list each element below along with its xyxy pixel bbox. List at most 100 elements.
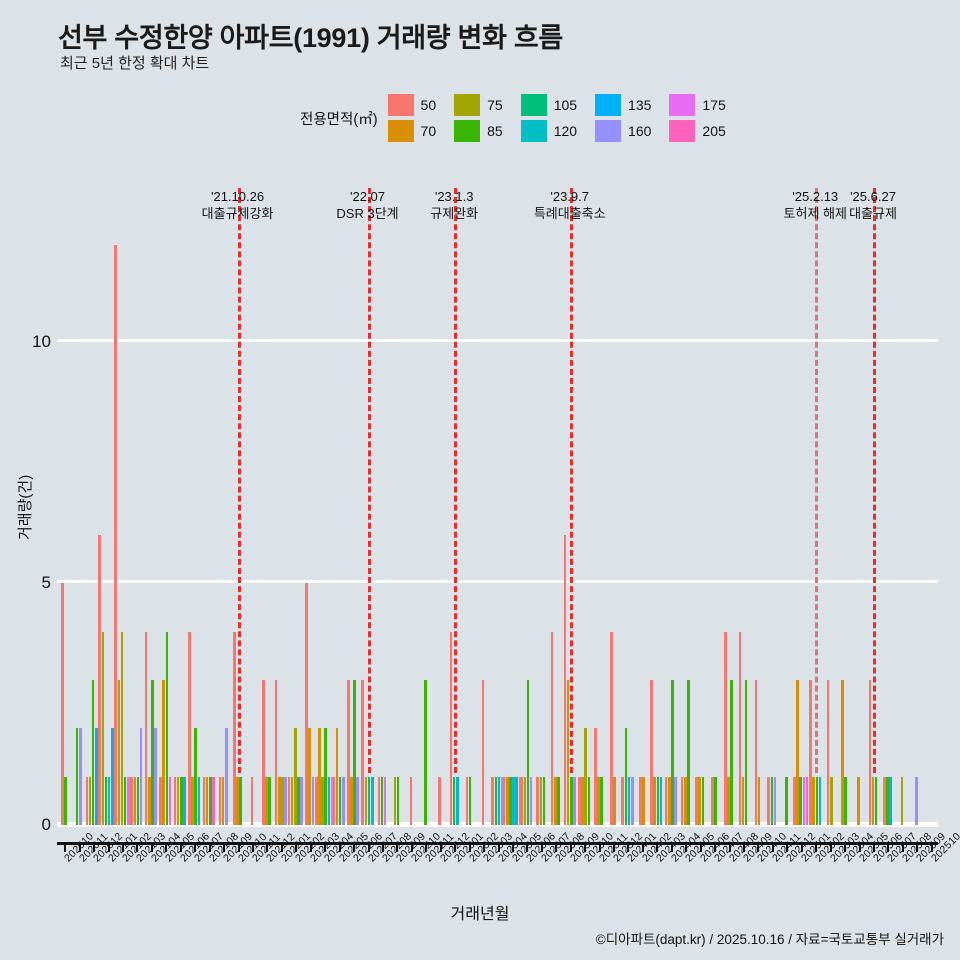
bar[interactable] [330, 776, 334, 825]
bar[interactable] [297, 776, 300, 825]
bar[interactable] [123, 776, 127, 825]
bar[interactable] [773, 776, 777, 825]
bar[interactable] [624, 728, 628, 825]
bar[interactable] [318, 728, 321, 825]
bar[interactable] [101, 631, 105, 825]
bar[interactable] [656, 776, 660, 825]
bar[interactable] [727, 776, 730, 825]
bar[interactable] [300, 776, 303, 825]
bar[interactable] [236, 776, 239, 825]
bar[interactable] [738, 631, 742, 825]
bar[interactable] [197, 776, 201, 825]
legend-item-160[interactable]: 160 [595, 120, 651, 142]
bar[interactable] [659, 776, 663, 825]
bar[interactable] [566, 679, 570, 825]
bar[interactable] [151, 679, 154, 825]
bar[interactable] [542, 776, 546, 825]
bar[interactable] [274, 679, 278, 825]
bar[interactable] [117, 679, 121, 825]
bar[interactable] [581, 776, 584, 825]
bar[interactable] [829, 776, 833, 825]
bar[interactable] [841, 679, 844, 825]
bar[interactable] [308, 728, 312, 825]
bar[interactable] [78, 728, 82, 825]
bar[interactable] [757, 776, 761, 825]
bar[interactable] [569, 776, 573, 825]
bar[interactable] [687, 679, 690, 825]
bar[interactable] [380, 776, 384, 825]
bar[interactable] [61, 583, 64, 825]
bar[interactable] [383, 776, 387, 825]
legend-item-175[interactable]: 175 [669, 94, 726, 116]
bar[interactable] [438, 776, 442, 825]
bar[interactable] [321, 776, 324, 825]
bar[interactable] [233, 631, 236, 825]
bar[interactable] [844, 776, 847, 825]
bar[interactable] [327, 776, 331, 825]
bar[interactable] [653, 776, 657, 825]
bar[interactable] [133, 776, 137, 825]
bar[interactable] [120, 631, 124, 825]
bar[interactable] [767, 776, 771, 825]
bar[interactable] [883, 776, 886, 825]
bar[interactable] [826, 679, 830, 825]
bar[interactable] [356, 776, 360, 825]
bar[interactable] [456, 776, 459, 825]
bar[interactable] [650, 679, 653, 825]
bar[interactable] [305, 583, 308, 825]
bar[interactable] [711, 776, 714, 825]
bar[interactable] [680, 776, 684, 825]
bar[interactable] [353, 679, 356, 825]
bar[interactable] [290, 776, 294, 825]
bar[interactable] [799, 776, 803, 825]
bar[interactable] [347, 679, 350, 825]
bar[interactable] [162, 679, 166, 825]
bar[interactable] [683, 776, 687, 825]
bar[interactable] [523, 776, 527, 825]
bar[interactable] [315, 776, 318, 825]
bar[interactable] [218, 776, 222, 825]
bar[interactable] [674, 776, 677, 825]
bar[interactable] [114, 244, 117, 825]
bar[interactable] [423, 679, 427, 825]
bar[interactable] [98, 534, 101, 825]
bar[interactable] [261, 679, 265, 825]
bar[interactable] [130, 776, 133, 825]
bar[interactable] [502, 776, 506, 825]
bar[interactable] [594, 728, 597, 825]
bar[interactable] [159, 776, 162, 825]
bar[interactable] [465, 776, 469, 825]
bar[interactable] [520, 776, 523, 825]
bar[interactable] [364, 776, 368, 825]
bar[interactable] [287, 776, 291, 825]
legend-item-85[interactable]: 85 [454, 120, 503, 142]
bar[interactable] [393, 776, 397, 825]
bar[interactable] [785, 776, 788, 825]
bar[interactable] [107, 776, 111, 825]
bar[interactable] [539, 776, 543, 825]
bar[interactable] [671, 679, 674, 825]
bar[interactable] [183, 776, 186, 825]
bar[interactable] [144, 631, 148, 825]
bar[interactable] [338, 776, 342, 825]
bar[interactable] [168, 776, 172, 825]
bar[interactable] [889, 776, 892, 825]
bar[interactable] [335, 728, 339, 825]
bar[interactable] [367, 776, 371, 825]
bar[interactable] [754, 679, 758, 825]
bar[interactable] [491, 776, 495, 825]
bar[interactable] [191, 776, 194, 825]
bar[interactable] [505, 776, 509, 825]
bar[interactable] [208, 776, 212, 825]
bar[interactable] [224, 728, 228, 825]
bar[interactable] [557, 776, 560, 825]
bar[interactable] [449, 631, 453, 825]
bar[interactable] [64, 776, 68, 825]
bar[interactable] [361, 679, 365, 825]
bar[interactable] [857, 776, 860, 825]
bar[interactable] [452, 776, 456, 825]
bar[interactable] [165, 631, 169, 825]
bar[interactable] [701, 776, 705, 825]
bar[interactable] [311, 776, 315, 825]
bar[interactable] [805, 776, 809, 825]
